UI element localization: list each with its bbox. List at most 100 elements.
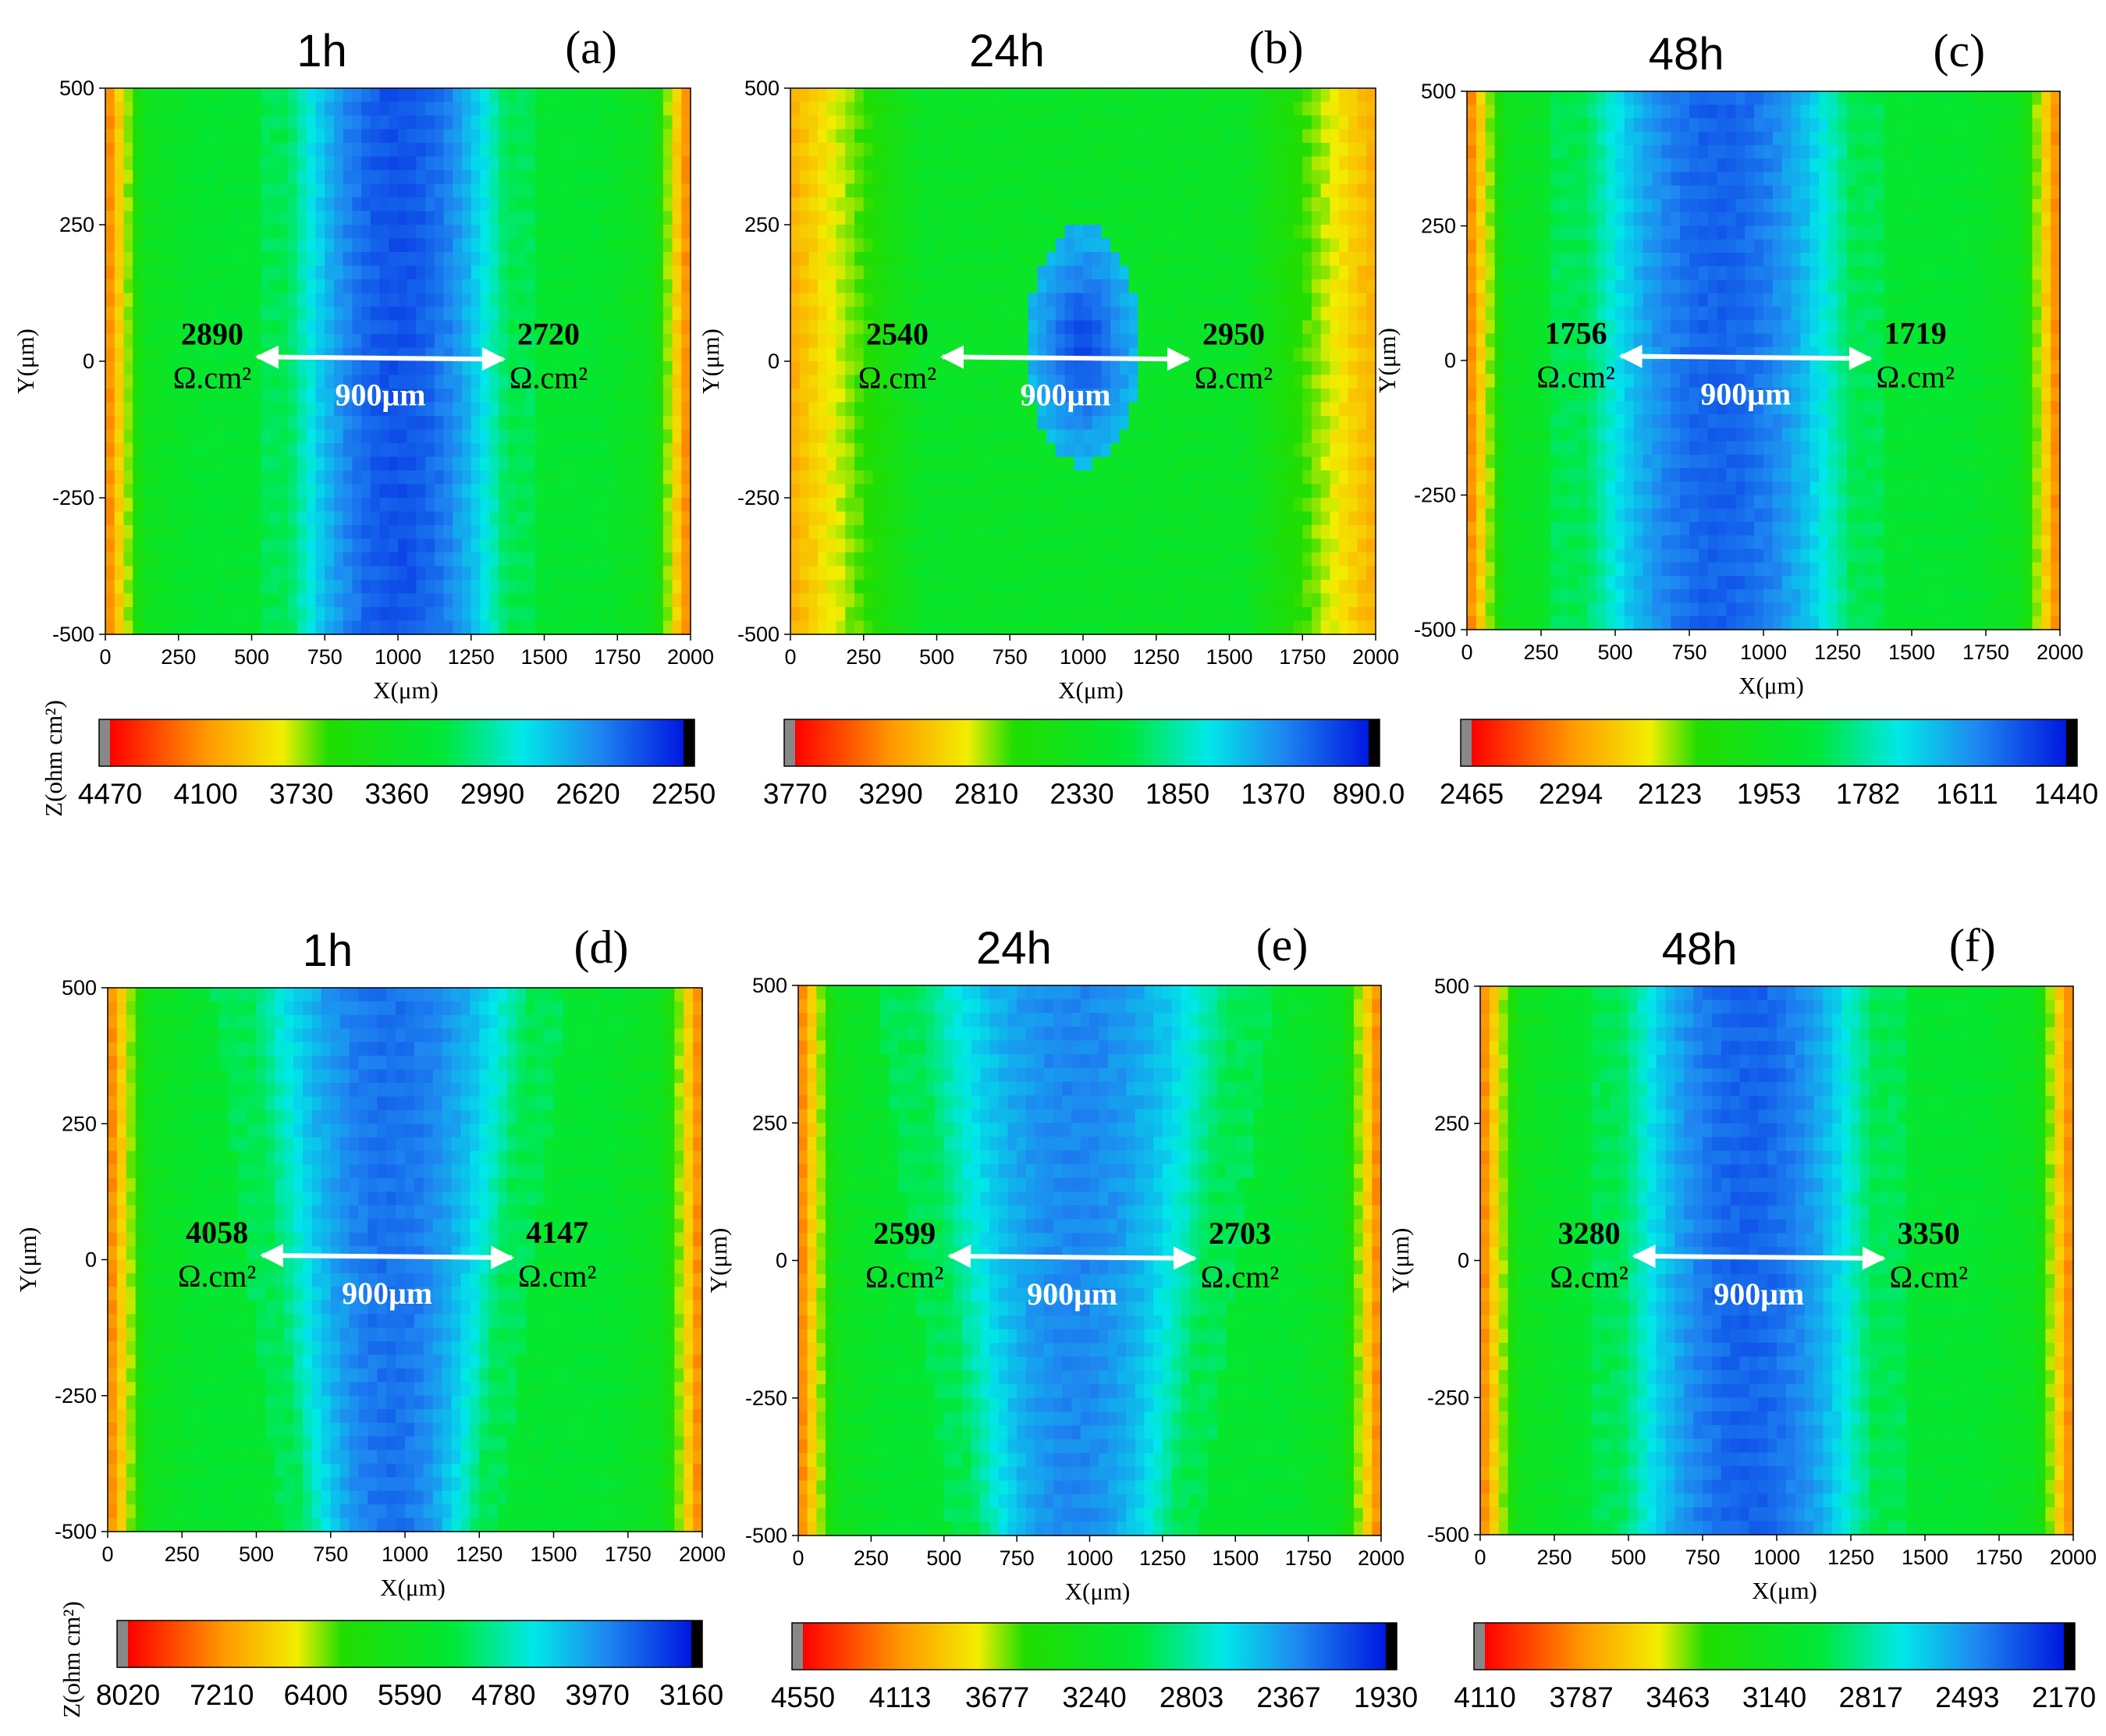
distance-label: 900μm <box>336 377 426 412</box>
right-impedance-unit: Ω.cm² <box>1195 360 1273 395</box>
left-impedance-unit: Ω.cm² <box>1550 1259 1628 1294</box>
panel-letter: (e) <box>1256 919 1309 971</box>
colorbar-tick-label: 6400 <box>284 1679 348 1711</box>
colorbar-under <box>117 1621 128 1667</box>
left-impedance-unit: Ω.cm² <box>1536 359 1615 394</box>
left-impedance-value: 2540 <box>866 316 929 351</box>
panel-f: 0 250 500 750 1000 1250 1500 1750 2000 500 250 0 -25… <box>1387 920 2097 1713</box>
colorbar-tick-label: 4550 <box>771 1681 835 1713</box>
y-tick-label: -250 <box>1414 484 1456 507</box>
colorbar-tick-label: 1782 <box>1836 778 1900 810</box>
colorbar-tick-label: 4470 <box>78 778 142 810</box>
panel-letter: (d) <box>574 921 628 973</box>
distance-arrow <box>947 1244 1197 1270</box>
colorbar-tick-label: 1930 <box>1354 1681 1418 1713</box>
colorbar-tick-label: 2250 <box>652 778 716 810</box>
y-tick-label: 250 <box>752 1111 787 1134</box>
colorbar-tick-label: 2330 <box>1049 778 1113 810</box>
right-impedance-value: 2720 <box>517 316 580 351</box>
y-tick-label: 500 <box>752 974 787 997</box>
x-tick-label: 1750 <box>605 1543 652 1566</box>
x-tick-label: 0 <box>1474 1546 1486 1569</box>
x-tick-label: 250 <box>846 645 881 669</box>
panel-a: 0 250 500 750 1000 1250 1500 1750 2000 500 250 0 -25… <box>12 22 716 817</box>
colorbar-under <box>784 719 795 766</box>
colorbar-gradient <box>1485 1623 2064 1670</box>
y-tick-label: 0 <box>85 1248 97 1272</box>
x-tick-label: 0 <box>784 645 796 669</box>
distance-label: 900μm <box>1700 376 1791 411</box>
colorbar-over <box>2064 1623 2075 1670</box>
panel-d: 0 250 500 750 1000 1250 1500 1750 2000 500 250 0 -25… <box>14 921 726 1718</box>
panel-letter: (f) <box>1949 920 1996 971</box>
colorbar-gradient <box>803 1623 1386 1670</box>
colorbar-tick-label: 2493 <box>1935 1681 1999 1713</box>
colorbar: 2465 2294 2123 1953 1782 1611 1440 <box>1440 719 2098 810</box>
y-axis-label: Y(μm) <box>1387 1228 1414 1294</box>
right-impedance-value: 1719 <box>1884 315 1947 350</box>
colorbar-tick-label: 4100 <box>173 778 237 810</box>
panel-b: 0 250 500 750 1000 1250 1500 1750 2000 500 250 0 -25… <box>697 22 1405 810</box>
colorbar-over <box>684 719 694 766</box>
y-tick-label: -500 <box>52 623 94 646</box>
panel-title: 1h <box>303 925 353 976</box>
y-tick-label: 250 <box>62 1112 97 1135</box>
colorbar-tick-label: 3160 <box>659 1679 723 1711</box>
x-tick-label: 750 <box>307 645 343 669</box>
y-tick-label: 0 <box>1444 349 1456 372</box>
x-tick-label: 2000 <box>667 645 714 669</box>
x-tick-label: 1500 <box>1206 645 1252 669</box>
colorbar-tick-label: 5590 <box>378 1679 442 1711</box>
colorbar-tick-label: 2810 <box>954 778 1018 810</box>
x-tick-label: 250 <box>854 1546 889 1570</box>
right-impedance-unit: Ω.cm² <box>1890 1259 1969 1294</box>
colorbar-tick-label: 3140 <box>1742 1681 1806 1713</box>
x-tick-label: 1750 <box>1976 1546 2023 1569</box>
distance-label: 900μm <box>342 1276 432 1311</box>
colorbar-tick-label: 2465 <box>1440 778 1504 810</box>
panel-title: 24h <box>976 923 1052 974</box>
colorbar-gradient <box>110 719 684 766</box>
distance-label: 900μm <box>1714 1276 1804 1312</box>
colorbar-tick-label: 2367 <box>1256 1681 1320 1713</box>
distance-arrow <box>1632 1244 1886 1270</box>
right-impedance-unit: Ω.cm² <box>510 360 588 395</box>
right-impedance-unit: Ω.cm² <box>1877 359 1955 394</box>
left-impedance-unit: Ω.cm² <box>858 360 937 395</box>
panel-c: 0 250 500 750 1000 1250 1500 1750 2000 500 250 0 -25… <box>1373 25 2098 810</box>
y-tick-label: -500 <box>737 623 780 646</box>
y-tick-label: -250 <box>52 486 94 509</box>
x-tick-label: 1500 <box>530 1543 577 1566</box>
colorbar-tick-label: 890.0 <box>1333 778 1405 810</box>
x-tick-label: 1500 <box>520 645 567 669</box>
y-tick-label: 250 <box>744 213 780 236</box>
colorbar-tick-label: 3463 <box>1646 1681 1710 1713</box>
x-tick-label: 1250 <box>1814 641 1861 664</box>
x-tick-label: 500 <box>919 645 954 669</box>
y-tick-label: 250 <box>59 213 94 236</box>
y-axis-label: Y(μm) <box>1373 328 1401 393</box>
x-tick-label: 1250 <box>456 1543 503 1566</box>
colorbar-tick-label: 2170 <box>2032 1681 2096 1713</box>
right-impedance-value: 3350 <box>1898 1216 1960 1251</box>
y-tick-label: 0 <box>776 1249 787 1273</box>
y-tick-label: -500 <box>1414 618 1456 641</box>
y-axis-label: Y(μm) <box>697 328 724 394</box>
panel-e: 0 250 500 750 1000 1250 1500 1750 2000 500 250 0 -25… <box>705 919 1418 1713</box>
x-tick-label: 1250 <box>1827 1546 1874 1569</box>
colorbar-gradient <box>128 1621 691 1667</box>
x-tick-label: 750 <box>1671 641 1706 664</box>
right-impedance-unit: Ω.cm² <box>1201 1259 1280 1294</box>
colorbar-tick-label: 3240 <box>1062 1681 1126 1713</box>
x-tick-label: 250 <box>1523 641 1558 664</box>
panel-title: 48h <box>1662 924 1738 975</box>
colorbar-gradient <box>795 719 1369 766</box>
colorbar-tick-label: 1370 <box>1241 778 1305 810</box>
x-tick-label: 1750 <box>1285 1546 1332 1570</box>
y-axis-label: Y(μm) <box>14 1227 41 1293</box>
colorbar-over <box>2066 719 2077 766</box>
colorbar-tick-label: 2123 <box>1638 778 1702 810</box>
y-axis-label: Y(μm) <box>705 1228 732 1294</box>
left-impedance-unit: Ω.cm² <box>865 1259 944 1294</box>
x-tick-label: 1000 <box>375 645 421 669</box>
